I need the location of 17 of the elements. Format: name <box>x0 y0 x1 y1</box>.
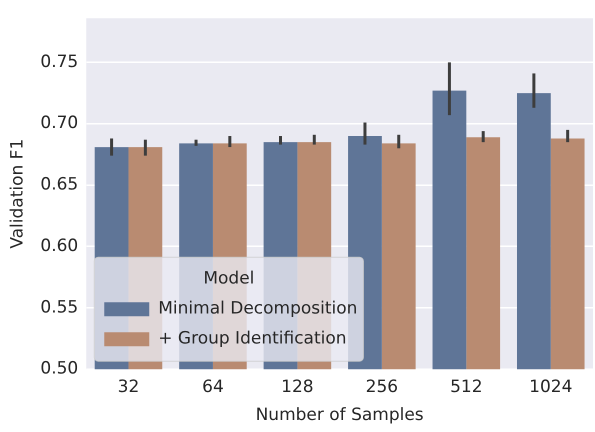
x-tick-label: 256 <box>366 376 398 397</box>
x-tick-label: 128 <box>281 376 314 397</box>
y-tick-label: 0.70 <box>40 113 78 134</box>
y-tick-label: 0.65 <box>40 174 78 195</box>
x-tick-label: 64 <box>202 376 224 397</box>
legend-label: Minimal Decomposition <box>158 298 358 319</box>
legend-title: Model <box>203 268 254 289</box>
x-axis-title: Number of Samples <box>256 405 424 426</box>
x-tick-label: 512 <box>450 376 483 397</box>
y-tick-label: 0.60 <box>40 236 78 256</box>
x-tick-label: 32 <box>118 376 140 397</box>
y-tick-label: 0.55 <box>40 297 78 318</box>
y-tick-label: 0.50 <box>40 358 78 379</box>
legend-label: + Group Identification <box>158 328 347 349</box>
x-tick-label: 1024 <box>529 376 572 397</box>
y-axis-title: Validation F1 <box>8 138 28 249</box>
y-tick-label: 0.75 <box>40 52 78 72</box>
